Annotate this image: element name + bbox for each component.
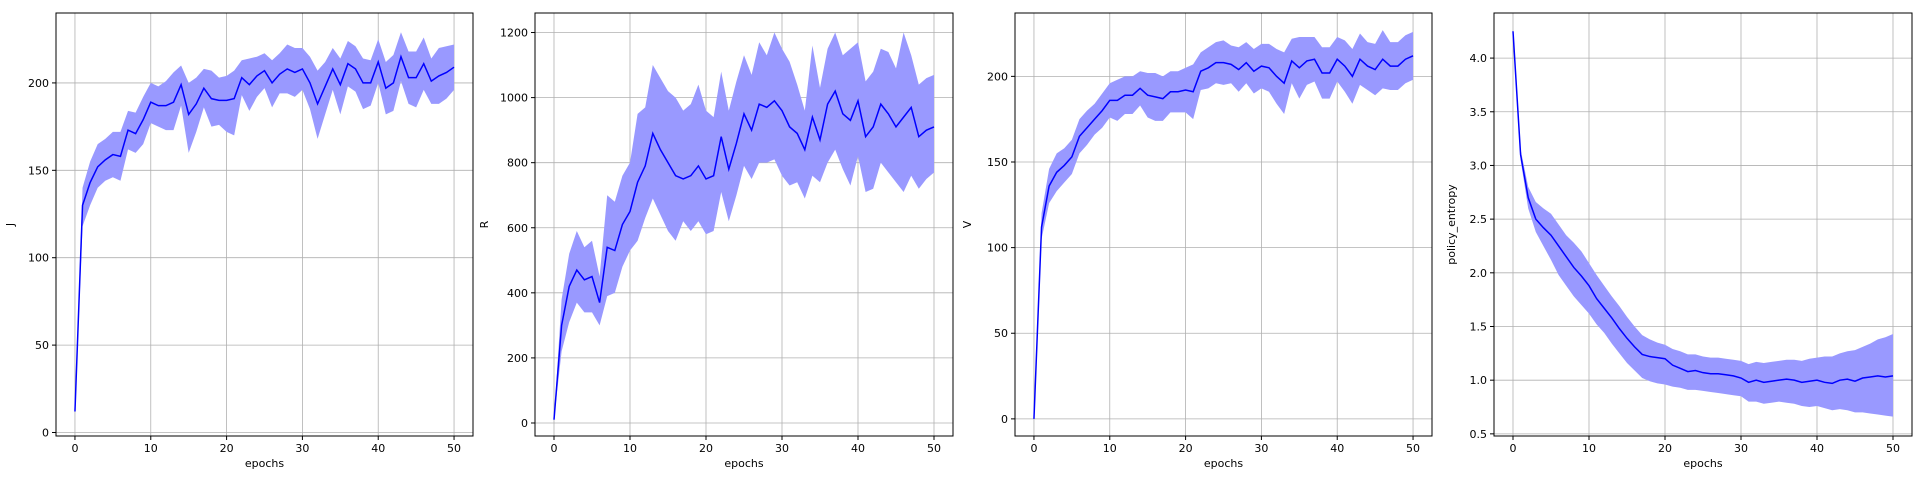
- y-tick-label: 2.0: [1470, 267, 1488, 280]
- y-tick-label: 150: [28, 164, 49, 177]
- x-tick-label: 50: [447, 442, 461, 455]
- x-tick-label: 30: [295, 442, 309, 455]
- x-axis-label: epochs: [1683, 457, 1722, 470]
- y-tick-label: 150: [987, 156, 1008, 169]
- x-tick-label: 20: [699, 442, 713, 455]
- y-tick-label: 1.0: [1470, 374, 1488, 387]
- x-axis-label: epochs: [1204, 457, 1243, 470]
- y-tick-label: 0: [42, 427, 49, 440]
- y-tick-label: 1200: [500, 27, 528, 40]
- x-tick-label: 10: [144, 442, 158, 455]
- y-tick-label: 50: [35, 339, 49, 352]
- axes-frame: [1493, 12, 1913, 437]
- x-tick-label: 0: [1510, 442, 1517, 455]
- mean-line: [74, 54, 455, 412]
- y-tick-label: 0: [521, 417, 528, 430]
- axes-frame: [534, 12, 954, 437]
- y-axis-label: policy_entropy: [1445, 184, 1458, 265]
- axes-frame: [1014, 12, 1433, 437]
- x-tick-label: 30: [1734, 442, 1748, 455]
- y-axis-label: R: [478, 220, 491, 228]
- x-tick-label: 10: [1103, 442, 1117, 455]
- y-tick-label: 0: [1001, 413, 1008, 426]
- x-tick-label: 20: [1179, 442, 1193, 455]
- x-tick-label: 50: [927, 442, 941, 455]
- y-axis-label: J: [4, 223, 17, 227]
- y-tick-label: 400: [507, 287, 528, 300]
- confidence-band: [74, 32, 455, 412]
- x-tick-label: 30: [775, 442, 789, 455]
- x-tick-label: 40: [1330, 442, 1344, 455]
- y-tick-label: 50: [994, 327, 1008, 340]
- y-tick-label: 3.0: [1470, 159, 1488, 172]
- x-tick-label: 20: [220, 442, 234, 455]
- y-tick-label: 0.5: [1470, 428, 1488, 441]
- chart-panel-4: 0 10 20 30 40 50 0.5 1.0 1.5 2.0 2.5 3.0 3.5 4.0 epoch…: [1445, 12, 1913, 470]
- confidence-band: [1033, 30, 1414, 419]
- x-axis-label: epochs: [245, 457, 284, 470]
- y-tick-label: 200: [507, 352, 528, 365]
- x-axis-label: epochs: [724, 457, 763, 470]
- y-tick-label: 100: [987, 242, 1008, 255]
- mean-line: [1033, 55, 1414, 419]
- x-tick-label: 0: [551, 442, 558, 455]
- x-tick-label: 0: [71, 442, 78, 455]
- y-tick-label: 100: [28, 252, 49, 265]
- x-tick-label: 40: [1810, 442, 1824, 455]
- y-tick-label: 800: [507, 157, 528, 170]
- mean-line: [553, 89, 935, 420]
- x-tick-label: 10: [1582, 442, 1596, 455]
- y-tick-label: 200: [28, 77, 49, 90]
- y-tick-label: 4.0: [1470, 52, 1488, 65]
- y-tick-label: 1.5: [1470, 320, 1488, 333]
- y-tick-label: 1000: [500, 92, 528, 105]
- confidence-band: [1513, 31, 1893, 417]
- y-tick-label: 200: [987, 70, 1008, 83]
- x-tick-label: 30: [1254, 442, 1268, 455]
- chart-panel-1: 0 10 20 30 40 50 0 50 100 150 200 epochs J: [4, 12, 474, 470]
- x-tick-label: 50: [1886, 442, 1900, 455]
- x-tick-label: 10: [623, 442, 637, 455]
- confidence-band: [554, 32, 934, 420]
- chart-panel-3: 0 10 20 30 40 50 0 50 100 150 200 epochs V: [961, 12, 1433, 470]
- y-tick-label: 3.5: [1470, 106, 1488, 119]
- x-tick-label: 0: [1030, 442, 1037, 455]
- chart-panel-2: 0 10 20 30 40 50 0 200 400 600 800 1000 1200 epochs R: [478, 12, 954, 470]
- x-tick-label: 50: [1406, 442, 1420, 455]
- y-axis-label: V: [961, 220, 974, 228]
- mean-line: [1512, 31, 1894, 385]
- y-tick-label: 600: [507, 222, 528, 235]
- x-tick-label: 40: [371, 442, 385, 455]
- axes-frame: [55, 12, 474, 437]
- x-tick-label: 40: [851, 442, 865, 455]
- y-tick-label: 2.5: [1470, 213, 1488, 226]
- x-tick-label: 20: [1658, 442, 1672, 455]
